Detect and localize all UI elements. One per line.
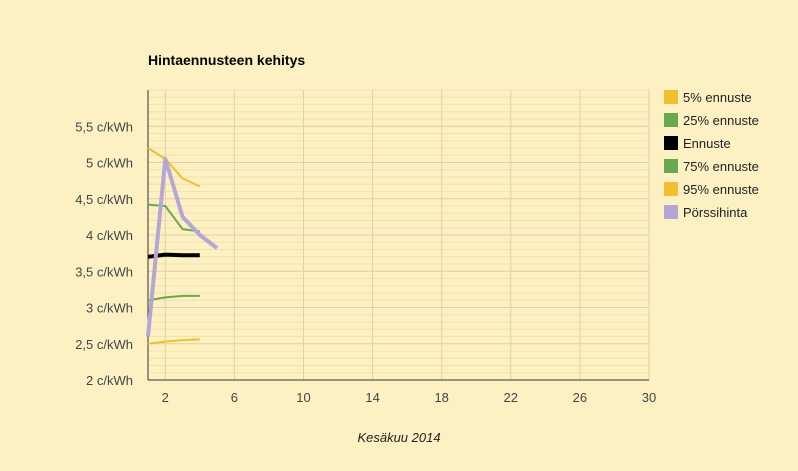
legend-label: Ennuste	[683, 136, 731, 151]
legend-swatch	[664, 113, 678, 127]
series-line	[147, 203, 200, 233]
legend-label: Pörssihinta	[683, 205, 748, 220]
series-line	[147, 338, 200, 345]
x-axis-label: Kesäkuu 2014	[357, 430, 440, 445]
x-axis-ticks: 2 6 10 14 18 22 26 30	[162, 390, 657, 405]
x-tick-label: 18	[434, 390, 448, 405]
series-line	[147, 294, 200, 302]
y-tick-label: 3,5 c/kWh	[75, 264, 133, 279]
series-line	[147, 147, 201, 188]
y-axis-ticks: 2 c/kWh 2,5 c/kWh 3 c/kWh 3,5 c/kWh 4 c/kWh 4…	[75, 119, 133, 388]
legend-label: 75% ennuste	[683, 159, 759, 174]
legend-label: 95% ennuste	[683, 182, 759, 197]
chart-title: Hintaennusteen kehitys	[148, 52, 305, 68]
legend-label: 5% ennuste	[683, 90, 752, 105]
x-tick-label: 10	[296, 390, 310, 405]
y-tick-label: 2,5 c/kWh	[75, 337, 133, 352]
x-tick-label: 22	[504, 390, 518, 405]
legend: 5% ennuste 25% ennuste Ennuste 75% ennuste 9…	[664, 90, 759, 220]
y-tick-label: 4,5 c/kWh	[75, 192, 133, 207]
legend-swatch	[664, 182, 678, 196]
legend-swatch	[664, 205, 678, 219]
legend-swatch	[664, 90, 678, 104]
x-tick-label: 26	[573, 390, 587, 405]
legend-swatch	[664, 159, 678, 173]
x-tick-label: 30	[642, 390, 656, 405]
y-tick-label: 3 c/kWh	[86, 301, 133, 316]
series-line	[146, 156, 219, 337]
series-lines	[146, 147, 219, 345]
x-tick-label: 6	[231, 390, 238, 405]
y-tick-label: 2 c/kWh	[86, 373, 133, 388]
legend-swatch	[664, 136, 678, 150]
x-tick-label: 2	[162, 390, 169, 405]
legend-label: 25% ennuste	[683, 113, 759, 128]
y-tick-label: 5 c/kWh	[86, 156, 133, 171]
x-tick-label: 14	[365, 390, 379, 405]
y-tick-label: 4 c/kWh	[86, 228, 133, 243]
y-tick-label: 5,5 c/kWh	[75, 119, 133, 134]
